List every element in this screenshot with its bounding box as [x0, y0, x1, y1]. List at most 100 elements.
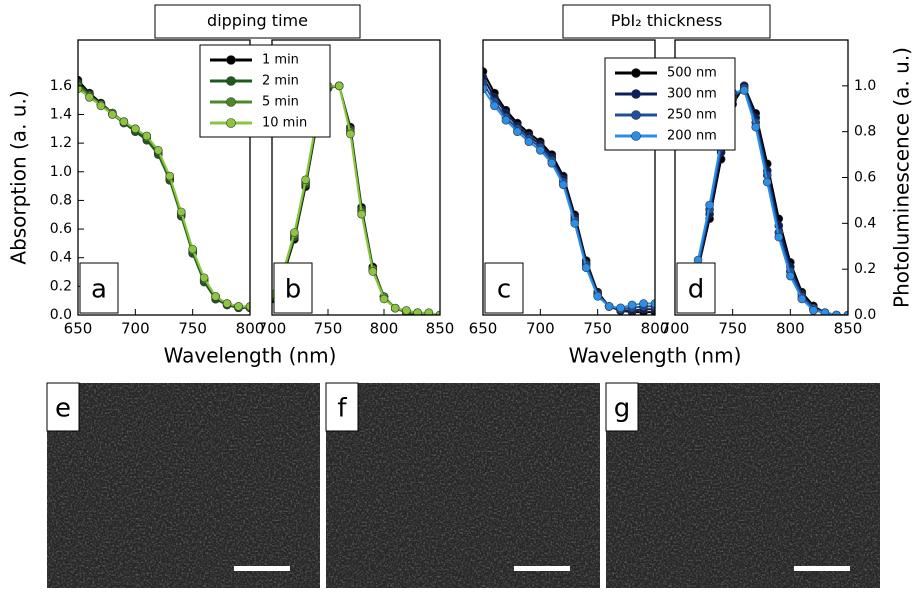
panel-label: b	[285, 275, 302, 305]
data-point	[797, 294, 807, 304]
legend-marker	[631, 68, 641, 78]
series-line	[272, 84, 440, 315]
data-point	[402, 306, 411, 315]
x-axis-label: Wavelength (nm)	[569, 344, 742, 368]
panel-label: d	[688, 275, 705, 305]
panel-title: dipping time	[207, 11, 308, 30]
data-point	[820, 308, 830, 315]
image-label: f	[337, 394, 347, 424]
panel-label-box	[484, 262, 524, 314]
y-axis-label: Absorption (a. u.)	[7, 90, 31, 264]
data-point	[165, 171, 175, 181]
y-tick-label: 0.6	[854, 170, 876, 186]
y-tick-label: 0.4	[854, 215, 876, 231]
plot-area	[272, 81, 440, 315]
scale-bar	[514, 566, 570, 571]
series-line	[78, 87, 250, 308]
data-point	[809, 306, 818, 315]
data-point	[153, 145, 163, 155]
panel-title: PbI₂ thickness	[611, 11, 723, 30]
y-tick-label: 0.8	[50, 192, 72, 208]
x-tick-label: 750	[718, 320, 747, 338]
y-tick-label: 1.6	[50, 78, 72, 94]
sem-image	[47, 383, 320, 588]
x-tick-label: 650	[64, 320, 93, 338]
legend-label: 10 min	[262, 116, 307, 131]
legend-label: 200 nm	[667, 129, 717, 144]
legend-marker	[631, 131, 641, 141]
y-tick-label: 1.0	[854, 78, 876, 94]
scale-bar	[794, 566, 850, 571]
data-point	[290, 228, 299, 237]
y-tick-label: 0.0	[50, 307, 72, 323]
data-point	[199, 273, 209, 283]
legend-label: 250 nm	[667, 108, 717, 123]
data-point	[346, 129, 355, 139]
data-point	[390, 303, 400, 313]
image-label-box	[46, 382, 80, 432]
data-point	[536, 145, 545, 155]
x-tick-label: 800	[641, 320, 670, 338]
legend-marker	[226, 55, 236, 65]
scale-bar	[234, 566, 290, 571]
data-point	[639, 299, 648, 308]
data-point	[188, 244, 197, 254]
data-point	[762, 177, 772, 187]
legend-marker	[631, 89, 641, 99]
panel-label-box	[273, 262, 313, 314]
data-point	[245, 302, 250, 311]
data-point	[490, 101, 499, 111]
data-point	[501, 115, 511, 125]
data-point	[593, 292, 602, 301]
x-tick-label: 700	[258, 320, 287, 338]
plot-area	[78, 75, 250, 313]
data-point	[108, 110, 117, 119]
legend-label: 300 nm	[667, 87, 717, 102]
legend-marker	[226, 76, 236, 86]
axes-frame	[77, 39, 251, 316]
legend-marker	[631, 110, 641, 120]
y-tick-label: 0.6	[50, 221, 72, 237]
legend-label: 1 min	[262, 53, 299, 68]
data-point	[547, 158, 557, 168]
data-point	[119, 117, 129, 126]
data-point	[616, 303, 625, 313]
x-tick-label: 800	[370, 320, 399, 338]
data-point	[131, 124, 140, 134]
data-point	[843, 310, 848, 315]
data-point	[435, 310, 440, 315]
data-point	[786, 271, 795, 281]
x-tick-label: 850	[426, 320, 455, 338]
image-label: g	[614, 394, 631, 424]
data-point	[524, 137, 534, 146]
x-tick-label: 700	[526, 320, 555, 338]
data-point	[739, 86, 749, 95]
x-tick-label: 800	[236, 320, 265, 338]
y-tick-label: 1.0	[50, 164, 72, 180]
data-point	[85, 92, 94, 102]
panel-label-box	[676, 262, 716, 314]
data-point	[581, 263, 591, 273]
x-tick-label: 850	[834, 320, 863, 338]
data-point	[832, 310, 841, 315]
x-tick-label: 750	[583, 320, 612, 338]
data-point	[222, 299, 232, 308]
y-tick-label: 0.8	[854, 124, 876, 140]
panel-label: a	[91, 275, 107, 305]
data-point	[234, 302, 243, 311]
data-point	[301, 175, 310, 185]
data-point	[211, 292, 220, 301]
data-point	[650, 299, 655, 308]
legend-label: 500 nm	[667, 66, 717, 81]
legend-marker	[226, 118, 236, 128]
data-point	[413, 308, 422, 315]
legend-label: 5 min	[262, 95, 299, 110]
data-point	[483, 84, 488, 93]
data-point	[96, 101, 106, 111]
x-tick-label: 650	[469, 320, 498, 338]
title-box	[562, 4, 771, 39]
y-tick-label: 1.2	[50, 135, 72, 151]
axes-frame	[271, 39, 441, 316]
sem-image	[326, 383, 600, 588]
data-point	[570, 219, 580, 228]
